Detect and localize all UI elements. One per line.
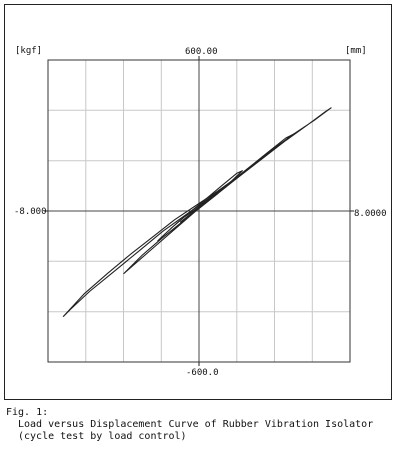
x-min-tick-label: -8.000 — [14, 207, 47, 217]
caption-line-2: (cycle test by load control) — [18, 431, 187, 442]
x-max-tick-label: 8.0000 — [354, 209, 387, 219]
hysteresis-loop-4 — [179, 192, 219, 223]
hysteresis-loop-1 — [62, 107, 332, 318]
figure-frame — [4, 4, 392, 400]
caption-line-1: Load versus Displacement Curve of Rubber… — [18, 419, 374, 430]
hysteresis-plot — [44, 56, 354, 366]
y-min-tick-label: -600.0 — [186, 368, 219, 378]
y-unit-label: [kgf] — [15, 46, 43, 56]
hysteresis-loop-3 — [157, 170, 243, 242]
hysteresis-loop-2 — [123, 133, 294, 275]
x-unit-label: [mm] — [345, 46, 367, 56]
caption-fig-label: Fig. 1: — [6, 407, 49, 418]
y-max-tick-label: 600.00 — [185, 47, 218, 57]
figure-caption: Fig. 1: Load versus Displacement Curve o… — [6, 407, 373, 443]
